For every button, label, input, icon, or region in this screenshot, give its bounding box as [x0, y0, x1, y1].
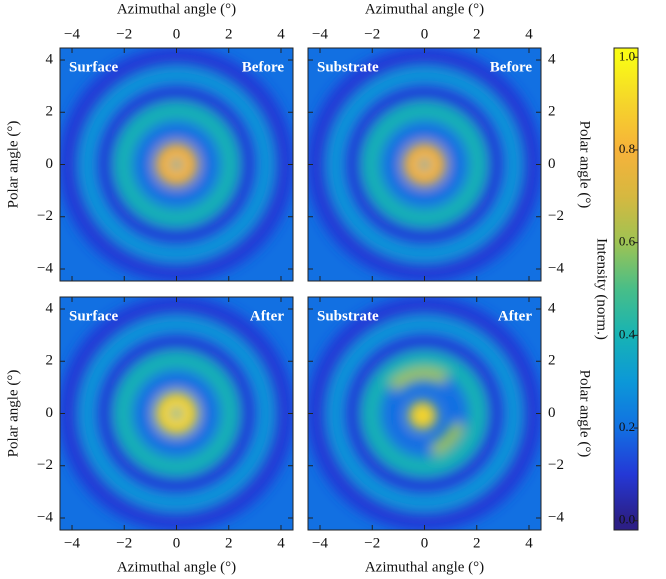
x-tick-label: 0 — [421, 26, 429, 42]
y-tick-label: −2 — [548, 208, 564, 224]
x-axis-label: Azimuthal angle (°) — [117, 1, 236, 17]
heatmap-image — [308, 297, 541, 530]
corner-label: Surface — [69, 59, 118, 75]
ring — [326, 66, 523, 263]
x-tick-label: −4 — [312, 26, 328, 42]
corner-label: Before — [242, 59, 285, 75]
heatmap-rings — [308, 297, 541, 530]
ring — [60, 48, 293, 281]
colorbar-label: Intensity (norm.) — [594, 238, 610, 340]
x-tick-label: −2 — [116, 26, 132, 42]
heatmap-image — [60, 48, 293, 281]
corner-label: After — [498, 308, 532, 324]
y-tick-label: 2 — [46, 353, 54, 369]
colorbar-tick-label: 1.0 — [619, 48, 635, 63]
ring-hole — [170, 407, 183, 420]
x-axis-label: Azimuthal angle (°) — [365, 1, 484, 17]
y-tick-label: −2 — [37, 457, 53, 473]
x-axis-label: Azimuthal angle (°) — [365, 559, 484, 575]
ring — [78, 66, 275, 263]
y-tick-label: 0 — [46, 156, 54, 172]
ring — [78, 315, 275, 512]
y-tick-label: −4 — [37, 509, 53, 525]
heatmap-rings — [60, 297, 293, 530]
x-tick-label: 2 — [473, 535, 481, 551]
ring — [344, 333, 505, 494]
corner-label: Surface — [69, 308, 118, 324]
x-tick-label: −4 — [64, 26, 80, 42]
y-tick-label: −4 — [548, 509, 564, 525]
x-tick-label: 4 — [525, 535, 533, 551]
y-tick-label: −2 — [37, 208, 53, 224]
heatmap-rings — [60, 48, 293, 281]
corner-label: Substrate — [317, 59, 379, 75]
y-tick-label: −4 — [548, 260, 564, 276]
x-tick-label: 2 — [225, 535, 233, 551]
x-tick-label: 4 — [277, 26, 285, 42]
y-tick-label: 4 — [548, 51, 556, 67]
heatmap-rings — [308, 48, 541, 281]
ring — [361, 350, 488, 477]
ring — [361, 101, 488, 228]
y-axis-label: Polar angle (°) — [577, 370, 593, 458]
heatmap-image — [60, 297, 293, 530]
x-tick-label: 4 — [525, 26, 533, 42]
arc-bright — [388, 367, 449, 393]
colorbar-tick-label: 0.2 — [619, 419, 635, 434]
heatmap-image — [308, 48, 541, 281]
corner-label: After — [250, 308, 284, 324]
colorbar-tick-label: 0.8 — [619, 141, 635, 156]
x-tick-label: −2 — [364, 26, 380, 42]
ring — [326, 315, 523, 512]
x-tick-label: 0 — [421, 535, 429, 551]
y-axis-label: Polar angle (°) — [5, 121, 21, 209]
colorbar-tick-label: 0.6 — [619, 234, 636, 249]
ring — [308, 297, 541, 530]
ring-core — [408, 401, 437, 430]
ring — [113, 101, 240, 228]
y-axis-label: Polar angle (°) — [577, 121, 593, 209]
ring — [382, 122, 467, 207]
corner-label: Before — [490, 59, 533, 75]
ring — [113, 350, 240, 477]
y-tick-label: 0 — [46, 405, 54, 421]
y-axis-label: Polar angle (°) — [5, 370, 21, 458]
x-tick-label: −4 — [312, 535, 328, 551]
y-tick-label: 4 — [46, 300, 54, 316]
x-axis-label: Azimuthal angle (°) — [117, 559, 236, 575]
x-tick-label: −2 — [364, 535, 380, 551]
x-tick-label: 2 — [473, 26, 481, 42]
ring — [134, 122, 219, 207]
colorbar — [613, 47, 639, 531]
y-tick-label: 0 — [548, 156, 556, 172]
x-tick-label: 0 — [173, 26, 181, 42]
y-tick-label: 4 — [46, 51, 54, 67]
corner-label: Substrate — [317, 308, 379, 324]
arc-bright — [430, 421, 465, 457]
y-tick-label: −2 — [548, 457, 564, 473]
y-tick-label: 4 — [548, 300, 556, 316]
colorbar-tick-label: 0.4 — [619, 326, 636, 341]
x-tick-label: −2 — [116, 535, 132, 551]
y-tick-label: 2 — [548, 104, 556, 120]
x-tick-label: 0 — [173, 535, 181, 551]
x-tick-label: 2 — [225, 26, 233, 42]
ring-hole — [170, 158, 183, 171]
x-tick-label: −4 — [64, 535, 80, 551]
ring — [134, 371, 219, 456]
ring — [60, 297, 293, 530]
y-tick-label: −4 — [37, 260, 53, 276]
y-tick-label: 0 — [548, 405, 556, 421]
ring — [96, 84, 257, 245]
y-tick-label: 2 — [46, 104, 54, 120]
ring — [96, 333, 257, 494]
ring — [344, 84, 505, 245]
ring — [308, 48, 541, 281]
y-tick-label: 2 — [548, 353, 556, 369]
ring-hole — [418, 158, 431, 171]
colorbar-tick-label: 0.0 — [619, 512, 635, 527]
x-tick-label: 4 — [277, 535, 285, 551]
